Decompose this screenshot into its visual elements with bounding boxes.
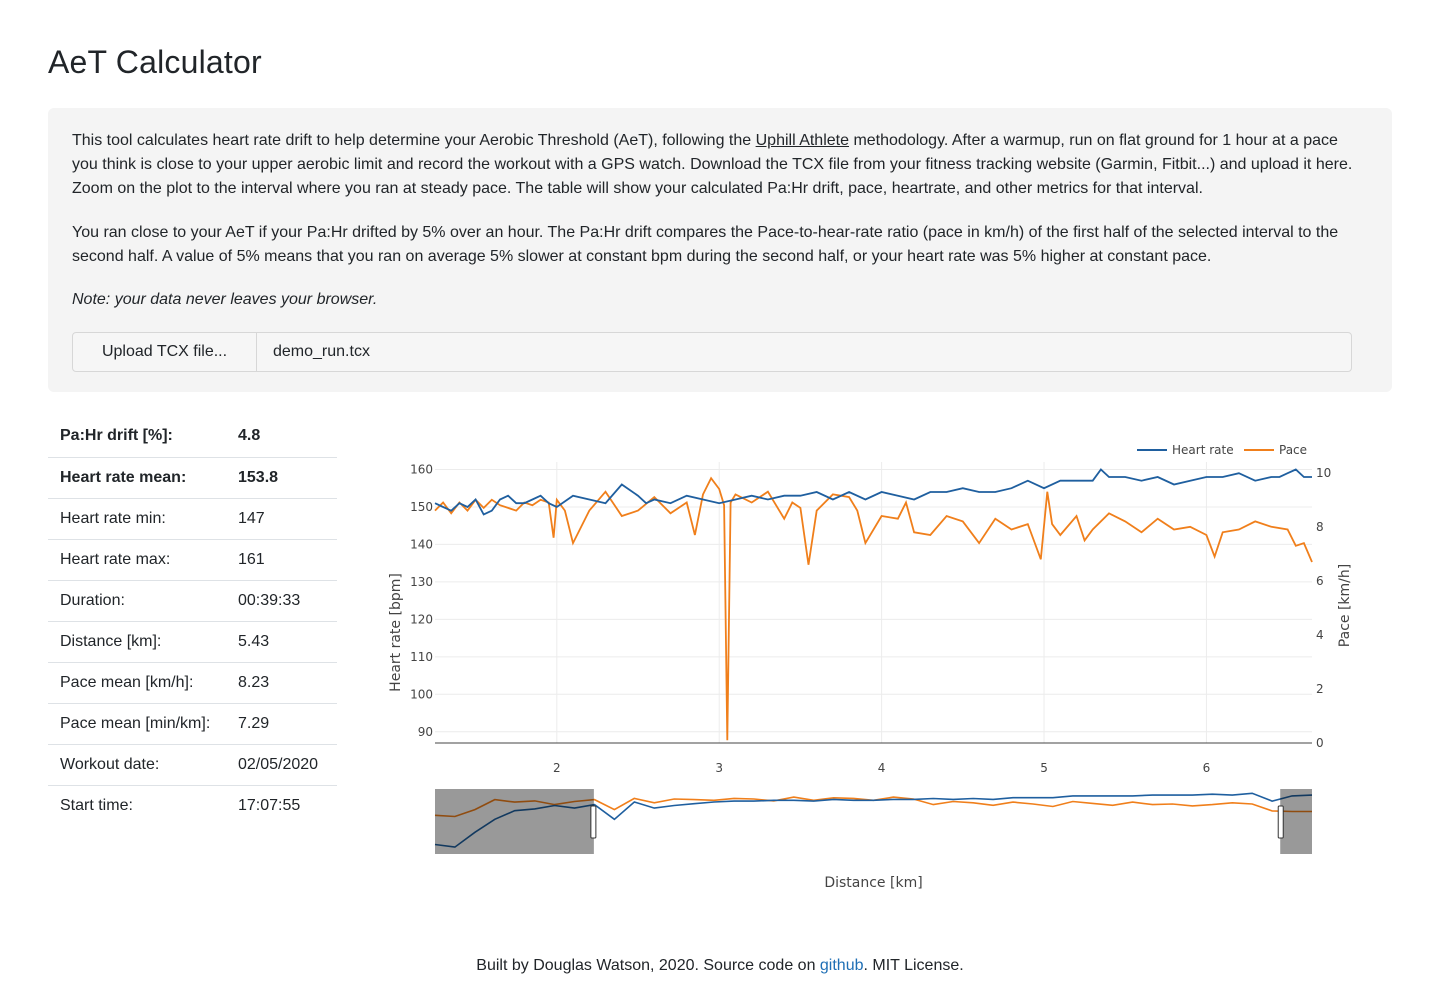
stat-value: 161: [226, 539, 337, 581]
stat-label: Heart rate mean:: [48, 457, 226, 499]
rangeslider-mask-right: [1280, 789, 1312, 854]
stat-row-distance: Distance [km]: 5.43: [48, 621, 337, 663]
footer-text: Built by Douglas Watson, 2020. Source co…: [476, 957, 820, 974]
stat-label: Workout date:: [48, 744, 226, 786]
x-axis-title: Distance [km]: [824, 875, 922, 891]
stat-value: 02/05/2020: [226, 744, 337, 786]
x-tick-label: 2: [553, 761, 561, 775]
stat-row-hr-max: Heart rate max: 161: [48, 539, 337, 581]
stat-row-drift: Pa:Hr drift [%]: 4.8: [48, 416, 337, 458]
github-link[interactable]: github: [819, 957, 864, 974]
stat-value: 17:07:55: [238, 796, 301, 814]
intro-paragraph-2: You ran close to your AeT if your Pa:Hr …: [72, 224, 1339, 265]
stat-label: Start time:: [60, 796, 133, 814]
stat-label: Pace mean [min/km]:: [48, 703, 226, 745]
uploaded-filename: demo_run.tcx: [273, 343, 370, 360]
rangeslider-bg: [434, 788, 1313, 855]
stat-label: Distance [km]:: [48, 621, 226, 663]
y-tick-label: 110: [410, 650, 433, 664]
stat-row-date: Workout date: 02/05/2020: [48, 744, 337, 786]
y-tick-label: 90: [418, 725, 433, 739]
privacy-note: Note: your data never leaves your browse…: [72, 291, 378, 308]
rangeslider-heart-rate-line: [434, 792, 1313, 848]
intro-paragraph-1: This tool calculates heart rate drift to…: [72, 129, 1362, 201]
heart-rate-pace-chart[interactable]: 2 3 4 5 6 90 100 110 120 130 140 150 160 0 2 4 6 8 10 Heart…: [380, 432, 1380, 892]
stat-value: 7.29: [226, 703, 337, 745]
uphill-athlete-link[interactable]: Uphill Athlete: [755, 132, 849, 149]
stat-label: Pa:Hr drift [%]:: [48, 416, 226, 458]
legend-pace-label: Pace: [1279, 443, 1307, 457]
file-upload[interactable]: Upload TCX file... demo_run.tcx: [72, 332, 1352, 372]
upload-tcx-button[interactable]: Upload TCX file...: [73, 333, 257, 371]
stat-label: Pace mean [km/h]:: [48, 662, 226, 704]
stat-label: Heart rate max:: [48, 539, 226, 581]
y-tick-label: 140: [410, 537, 433, 551]
intro-text-before-link: This tool calculates heart rate drift to…: [72, 132, 756, 149]
stat-row-pace-kmh: Pace mean [km/h]: 8.23: [48, 662, 337, 704]
stat-value: 5.43: [226, 621, 337, 663]
y-tick-label: 100: [410, 687, 433, 701]
y2-tick-label: 6: [1316, 574, 1324, 588]
stat-value: 147: [226, 498, 337, 540]
y-tick-label: 130: [410, 575, 433, 589]
y2-tick-label: 4: [1316, 628, 1324, 642]
y2-tick-label: 2: [1316, 682, 1324, 696]
y2-tick-label: 10: [1316, 466, 1331, 480]
y-tick-label: 160: [410, 462, 433, 476]
x-tick-label: 6: [1203, 761, 1211, 775]
x-tick-label: 3: [715, 761, 723, 775]
stats-table: Pa:Hr drift [%]: 4.8 Heart rate mean: 153.…: [48, 416, 337, 826]
stat-label: Heart rate min:: [48, 498, 226, 540]
stat-row-duration: Duration: 00:39:33: [48, 580, 337, 622]
intro-text-after-link: methodology. After a warmup, run on flat…: [72, 132, 1353, 197]
stat-row-pace-minkm: Pace mean [min/km]: 7.29: [48, 703, 337, 745]
y2-tick-label: 0: [1316, 736, 1324, 750]
stat-label: Duration:: [48, 580, 226, 622]
stat-row-hr-min: Heart rate min: 147: [48, 498, 337, 540]
y2-axis-title: Pace [km/h]: [1337, 564, 1353, 647]
y-axis-title: Heart rate [bpm]: [388, 573, 404, 692]
y-tick-label: 120: [410, 612, 433, 626]
stat-row-hr-mean: Heart rate mean: 153.8: [48, 457, 337, 499]
stat-value: 8.23: [226, 662, 337, 704]
stat-value: 4.8: [226, 416, 337, 458]
page-title: AeT Calculator: [48, 44, 262, 80]
stat-row-start-time: Start time: 17:07:55: [48, 785, 337, 826]
legend-heart-rate-label: Heart rate: [1172, 443, 1234, 457]
y-tick-label: 150: [410, 500, 433, 514]
footer-text-end: . MIT License.: [863, 957, 964, 974]
stat-value: 153.8: [226, 457, 337, 499]
pace-series-line: [434, 476, 1313, 741]
rangeslider-mask-left: [435, 789, 594, 854]
y2-tick-label: 8: [1316, 520, 1324, 534]
footer: Built by Douglas Watson, 2020. Source co…: [0, 957, 1440, 975]
x-tick-label: 4: [878, 761, 886, 775]
intro-panel: This tool calculates heart rate drift to…: [48, 108, 1392, 392]
x-tick-label: 5: [1040, 761, 1048, 775]
stat-value: 00:39:33: [226, 580, 337, 622]
heart-rate-series-line: [434, 468, 1312, 516]
rangeslider-left-handle[interactable]: [590, 805, 597, 839]
rangeslider-right-handle[interactable]: [1277, 805, 1284, 839]
